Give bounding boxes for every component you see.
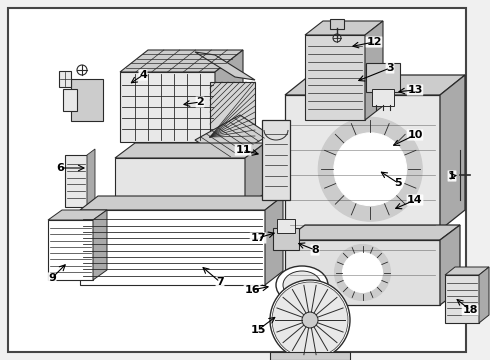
Polygon shape bbox=[305, 35, 365, 120]
FancyBboxPatch shape bbox=[63, 89, 77, 111]
Polygon shape bbox=[285, 225, 460, 240]
Text: 17: 17 bbox=[250, 233, 266, 243]
Polygon shape bbox=[285, 95, 440, 230]
Polygon shape bbox=[93, 210, 107, 280]
Text: 6: 6 bbox=[56, 163, 64, 173]
Text: 10: 10 bbox=[407, 130, 423, 140]
Polygon shape bbox=[440, 225, 460, 305]
FancyBboxPatch shape bbox=[59, 71, 71, 87]
Circle shape bbox=[302, 312, 318, 328]
Text: 15: 15 bbox=[250, 325, 266, 335]
Text: 2: 2 bbox=[196, 97, 204, 107]
Text: 11: 11 bbox=[235, 145, 251, 155]
Polygon shape bbox=[87, 149, 95, 207]
Text: 3: 3 bbox=[386, 63, 394, 73]
Polygon shape bbox=[115, 158, 245, 208]
Text: 8: 8 bbox=[311, 245, 319, 255]
Polygon shape bbox=[440, 75, 465, 230]
FancyBboxPatch shape bbox=[277, 219, 295, 233]
Polygon shape bbox=[80, 196, 283, 210]
Circle shape bbox=[343, 252, 383, 292]
Circle shape bbox=[335, 244, 391, 301]
Polygon shape bbox=[445, 275, 479, 323]
Polygon shape bbox=[48, 210, 107, 220]
Polygon shape bbox=[120, 50, 243, 72]
FancyBboxPatch shape bbox=[71, 79, 103, 121]
Polygon shape bbox=[210, 82, 255, 137]
FancyBboxPatch shape bbox=[262, 120, 290, 200]
Ellipse shape bbox=[276, 266, 328, 304]
Polygon shape bbox=[195, 52, 255, 80]
Text: 16: 16 bbox=[244, 285, 260, 295]
Text: 9: 9 bbox=[48, 273, 56, 283]
FancyBboxPatch shape bbox=[273, 228, 299, 250]
Polygon shape bbox=[265, 196, 283, 285]
FancyBboxPatch shape bbox=[8, 8, 466, 352]
Circle shape bbox=[272, 282, 348, 358]
FancyBboxPatch shape bbox=[270, 352, 350, 360]
Polygon shape bbox=[365, 21, 383, 120]
Polygon shape bbox=[305, 21, 383, 35]
FancyBboxPatch shape bbox=[330, 19, 344, 29]
Circle shape bbox=[270, 280, 350, 360]
Text: 12: 12 bbox=[366, 37, 382, 47]
Ellipse shape bbox=[283, 271, 321, 299]
Text: 18: 18 bbox=[462, 305, 478, 315]
FancyBboxPatch shape bbox=[65, 155, 87, 207]
Polygon shape bbox=[445, 267, 489, 275]
Polygon shape bbox=[195, 115, 270, 160]
Polygon shape bbox=[245, 143, 265, 208]
Text: 4: 4 bbox=[139, 70, 147, 80]
Polygon shape bbox=[115, 143, 265, 158]
Polygon shape bbox=[479, 267, 489, 323]
Circle shape bbox=[318, 117, 422, 221]
Text: 7: 7 bbox=[216, 277, 224, 287]
Text: 5: 5 bbox=[394, 178, 402, 188]
FancyBboxPatch shape bbox=[372, 89, 394, 106]
Polygon shape bbox=[215, 50, 243, 142]
Polygon shape bbox=[48, 220, 93, 280]
Circle shape bbox=[334, 133, 407, 206]
Polygon shape bbox=[285, 75, 465, 95]
Polygon shape bbox=[120, 72, 215, 142]
FancyBboxPatch shape bbox=[366, 63, 400, 92]
Polygon shape bbox=[285, 240, 440, 305]
Text: 13: 13 bbox=[407, 85, 423, 95]
Text: 14: 14 bbox=[407, 195, 423, 205]
Polygon shape bbox=[80, 210, 265, 285]
Text: 1: 1 bbox=[448, 171, 456, 181]
